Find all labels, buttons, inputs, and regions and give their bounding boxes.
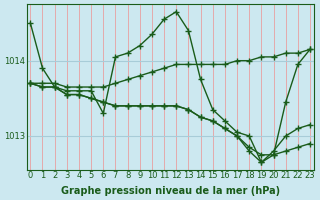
- X-axis label: Graphe pression niveau de la mer (hPa): Graphe pression niveau de la mer (hPa): [60, 186, 280, 196]
